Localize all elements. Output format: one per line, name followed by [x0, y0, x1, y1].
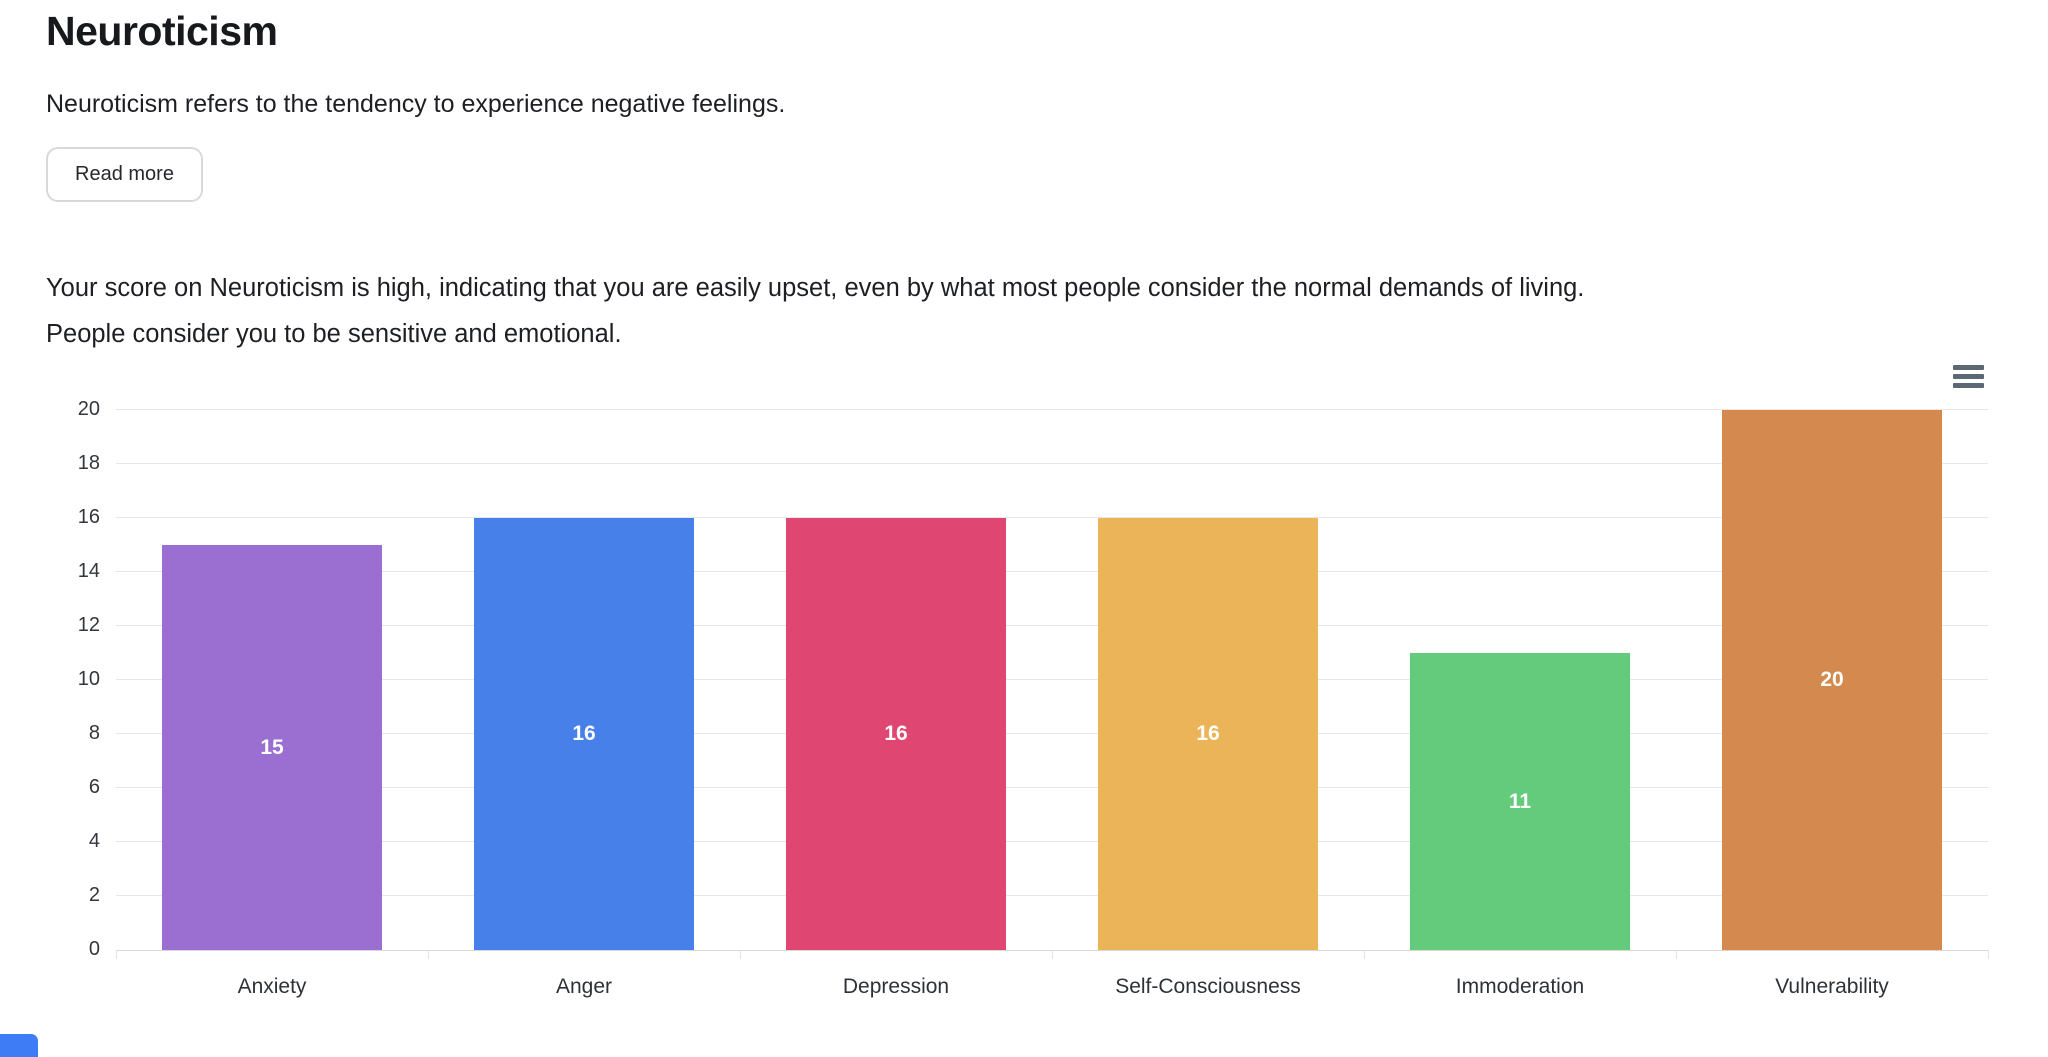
- gridline: [116, 679, 1988, 680]
- gridline: [116, 517, 1988, 518]
- hamburger-icon: [1950, 364, 1986, 388]
- x-axis-category-label: Anxiety: [237, 975, 307, 998]
- gridline: [116, 463, 1988, 464]
- bar-value-label: 20: [1820, 668, 1844, 691]
- y-axis-tick-label: 20: [77, 398, 100, 420]
- chart-context-menu-button[interactable]: [1944, 358, 1992, 398]
- y-axis-tick-label: 6: [88, 776, 100, 798]
- gridline: [116, 787, 1988, 788]
- bar-value-label: 11: [1508, 789, 1532, 813]
- bar-value-label: 16: [1196, 722, 1220, 745]
- y-axis-tick-label: 18: [77, 452, 100, 474]
- gridline: [116, 733, 1988, 734]
- gridline: [116, 625, 1988, 626]
- x-axis-category-label: Immoderation: [1455, 975, 1585, 998]
- bar-value-label: 16: [572, 722, 596, 745]
- bar-immoderation[interactable]: 11: [1410, 653, 1630, 950]
- page-subtitle: Neuroticism refers to the tendency to ex…: [46, 90, 786, 118]
- gridline: [116, 409, 1988, 410]
- x-axis-boundary-tick: [428, 950, 429, 959]
- read-more-button[interactable]: Read more: [46, 147, 203, 202]
- x-axis-boundary-tick: [1676, 950, 1677, 959]
- y-axis-tick-label: 4: [88, 830, 100, 852]
- score-description: Your score on Neuroticism is high, indic…: [46, 265, 2008, 357]
- y-axis-tick-label: 10: [77, 668, 100, 690]
- x-axis-category-label: Self-Consciousness: [1115, 975, 1301, 998]
- x-axis-category-label: Depression: [842, 975, 950, 998]
- x-axis-category-label: Vulnerability: [1775, 975, 1889, 998]
- x-axis-boundary-tick: [116, 950, 117, 959]
- bar-anger[interactable]: 16: [474, 518, 694, 950]
- y-axis-tick-label: 2: [88, 884, 100, 906]
- y-axis-tick-label: 16: [77, 506, 100, 528]
- bottom-left-partial-element[interactable]: [0, 1034, 38, 1057]
- gridline: [116, 571, 1988, 572]
- page-title: Neuroticism: [46, 8, 278, 54]
- x-axis-boundary-tick: [1052, 950, 1053, 959]
- bar-depression[interactable]: 16: [786, 518, 1006, 950]
- score-description-line-2: People consider you to be sensitive and …: [46, 320, 622, 348]
- bar-value-label: 15: [260, 735, 284, 759]
- bar-self-consciousness[interactable]: 16: [1098, 518, 1318, 950]
- x-axis-boundary-tick: [1988, 950, 1989, 959]
- y-axis-tick-label: 0: [88, 938, 100, 960]
- neuroticism-bar-chart: 0 2 4 6 8 10 12 14 16 18 20 15 Anxiety 16 Anger 16 Depre…: [0, 360, 2048, 1057]
- gridline: [116, 841, 1988, 842]
- x-axis-boundary-tick: [740, 950, 741, 959]
- score-description-line-1: Your score on Neuroticism is high, indic…: [46, 274, 1585, 302]
- y-axis-tick-label: 8: [88, 722, 100, 744]
- x-axis-boundary-tick: [1364, 950, 1365, 959]
- y-axis-tick-label: 14: [77, 560, 100, 582]
- x-axis-category-label: Anger: [555, 975, 613, 998]
- bar-vulnerability[interactable]: 20: [1722, 410, 1942, 950]
- y-axis-tick-label: 12: [77, 614, 100, 636]
- bar-value-label: 16: [884, 722, 908, 745]
- bar-anxiety[interactable]: 15: [162, 545, 382, 950]
- gridline: [116, 895, 1988, 896]
